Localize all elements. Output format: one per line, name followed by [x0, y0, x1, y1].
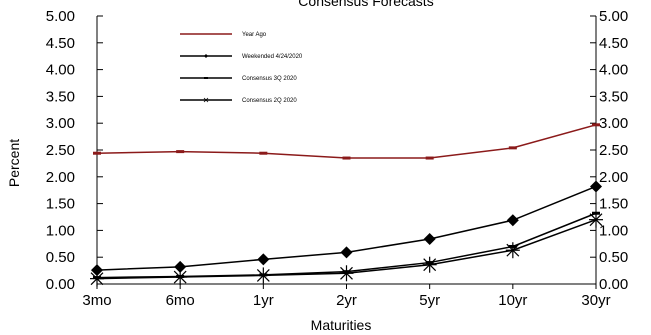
- y-tick-label-right: 4.00: [599, 62, 628, 79]
- data-point-dash: [508, 146, 517, 150]
- x-tick-label: 1yr: [253, 292, 274, 309]
- y-tick-label-right: 1.50: [599, 196, 628, 213]
- data-point-dash: [592, 123, 600, 127]
- y-tick-label-left: 4.00: [46, 62, 75, 79]
- y-tick-label-right: 2.00: [599, 169, 628, 186]
- series-1: [93, 123, 600, 160]
- y-tick-label-right: 1.00: [599, 222, 628, 239]
- legend-marker: [204, 77, 208, 79]
- data-point-asterisk: [339, 265, 354, 282]
- data-point-diamond: [174, 260, 187, 273]
- legend-item: Consensus 3Q 2020: [180, 76, 297, 82]
- data-point-diamond: [590, 180, 602, 193]
- y-tick-label-left: 0.50: [46, 249, 75, 266]
- y-tick-label-right: 5.00: [599, 8, 628, 25]
- legend-item: Year Ago: [180, 32, 267, 38]
- x-tick-label: 10yr: [498, 292, 527, 309]
- legend-item: Consensus 2Q 2020: [180, 97, 297, 104]
- legend-label: Consensus 3Q 2020: [242, 76, 297, 82]
- y-tick-label-left: 2.00: [46, 169, 75, 186]
- data-point-asterisk: [173, 269, 188, 286]
- legend: Year Ago Weekended 4/24/2020 Consensus 3Q …: [180, 32, 303, 104]
- x-tick-label: 2yr: [336, 292, 357, 309]
- y-tick-label-right: 2.50: [599, 142, 628, 159]
- data-point-diamond: [506, 214, 519, 227]
- y-tick-label-left: 1.50: [46, 196, 75, 213]
- series-4: [90, 211, 603, 287]
- y-tick-label-left: 4.50: [46, 35, 75, 52]
- data-point-dash: [93, 151, 101, 155]
- data-point-diamond: [91, 264, 103, 277]
- data-point-dash: [342, 156, 351, 160]
- x-tick-label: 3mo: [82, 292, 111, 309]
- x-tick-label: 30yr: [581, 292, 610, 309]
- legend-label: Consensus 2Q 2020: [242, 98, 297, 104]
- legend-label: Year Ago: [242, 32, 267, 38]
- y-tick-label-left: 1.00: [46, 222, 75, 239]
- y-tick-label-left: 5.00: [46, 8, 75, 25]
- legend-label: Weekended 4/24/2020: [242, 54, 303, 60]
- series-layer: [90, 123, 603, 287]
- y-tick-label-right: 4.50: [599, 35, 628, 52]
- legend-item: Weekended 4/24/2020: [180, 54, 303, 60]
- data-point-asterisk: [90, 270, 104, 287]
- data-point-diamond: [423, 232, 436, 245]
- legend-marker: [204, 54, 208, 58]
- series-2: [91, 180, 602, 277]
- data-point-asterisk: [589, 211, 603, 228]
- y-tick-label-right: 0.50: [599, 249, 628, 266]
- y-tick-label-right: 3.00: [599, 115, 628, 132]
- data-point-diamond: [257, 253, 270, 266]
- data-point-diamond: [340, 246, 353, 259]
- y-tick-label-right: 0.00: [599, 276, 628, 293]
- y-tick-label-left: 0.00: [46, 276, 75, 293]
- x-tick-label: 6mo: [166, 292, 195, 309]
- y-tick-label-left: 2.50: [46, 142, 75, 159]
- data-point-asterisk: [505, 242, 520, 259]
- data-point-dash: [425, 156, 434, 160]
- data-point-dash: [259, 151, 268, 155]
- data-point-asterisk: [422, 256, 437, 273]
- series-line: [96, 124, 597, 159]
- legend-marker: [203, 97, 209, 103]
- x-tick-label: 5yr: [419, 292, 440, 309]
- y-axis-title: Percent: [6, 139, 22, 187]
- chart-title: Consensus Forecasts: [298, 0, 433, 9]
- x-axis-title: Maturities: [311, 317, 372, 333]
- y-tick-label-left: 3.50: [46, 88, 75, 105]
- y-tick-label-right: 3.50: [599, 88, 628, 105]
- axes: 0.00 0.00 0.50 0.50 1.00 1.00 1.50 1.50 2.00 2.00…: [46, 8, 628, 309]
- data-point-dash: [176, 150, 185, 154]
- y-tick-label-left: 3.00: [46, 115, 75, 132]
- data-point-asterisk: [256, 267, 271, 284]
